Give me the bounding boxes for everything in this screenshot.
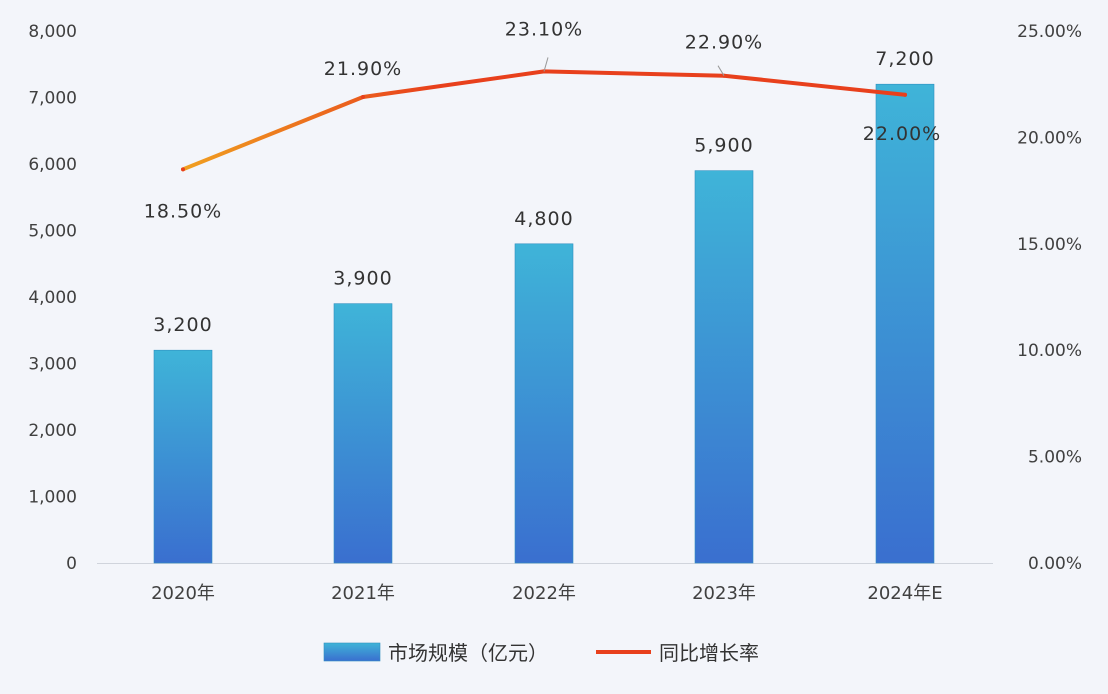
growth-rate-point (181, 167, 185, 172)
bar-value-label: 4,800 (514, 208, 573, 230)
growth-rate-label: 22.00% (863, 123, 941, 145)
label-leader-line (717, 65, 725, 76)
x-axis-category-label: 2023年 (692, 583, 756, 604)
right-axis-tick-label: 0.00% (1028, 554, 1082, 574)
bar-value-label: 3,900 (333, 268, 392, 290)
growth-rate-label: 18.50% (144, 200, 222, 222)
growth-rate-point (903, 92, 907, 97)
left-axis-tick-label: 0 (66, 554, 77, 574)
growth-rate-label: 21.90% (324, 58, 402, 80)
x-axis-category-label: 2020年 (151, 583, 215, 604)
bar-value-label: 3,200 (153, 314, 212, 336)
x-axis-category-label: 2024年E (867, 583, 942, 604)
left-axis-tick-label: 1,000 (28, 488, 77, 508)
left-axis-tick-label: 6,000 (28, 155, 77, 175)
left-axis-tick-label: 8,000 (28, 22, 77, 42)
label-leader-line (543, 57, 549, 72)
bar (333, 303, 393, 564)
bar-value-label: 5,900 (694, 135, 753, 157)
right-axis-tick-label: 25.00% (1017, 22, 1082, 42)
left-axis-tick-label: 5,000 (28, 222, 77, 242)
bar-value-label: 7,200 (875, 48, 934, 70)
bar (694, 170, 754, 564)
right-axis-tick-label: 10.00% (1017, 341, 1082, 361)
left-axis-tick-label: 4,000 (28, 288, 77, 308)
left-axis-tick-label: 2,000 (28, 421, 77, 441)
legend-bar-swatch (323, 642, 381, 662)
left-axis-tick-label: 3,000 (28, 355, 77, 375)
growth-rate-label: 22.90% (685, 32, 763, 54)
growth-rate-label: 23.10% (505, 18, 583, 40)
right-axis-tick-label: 15.00% (1017, 235, 1082, 255)
x-axis-category-label: 2021年 (331, 583, 395, 604)
bar (514, 243, 574, 564)
x-axis-category-label: 2022年 (512, 583, 576, 604)
right-axis-tick-label: 20.00% (1017, 128, 1082, 148)
legend-bar-label: 市场规模（亿元） (388, 641, 548, 665)
left-axis-tick-label: 7,000 (28, 89, 77, 109)
right-axis-tick-label: 5.00% (1028, 448, 1082, 468)
bar (875, 83, 935, 564)
growth-rate-point (361, 94, 365, 99)
legend-line-label: 同比增长率 (659, 641, 759, 665)
bar (153, 349, 213, 564)
